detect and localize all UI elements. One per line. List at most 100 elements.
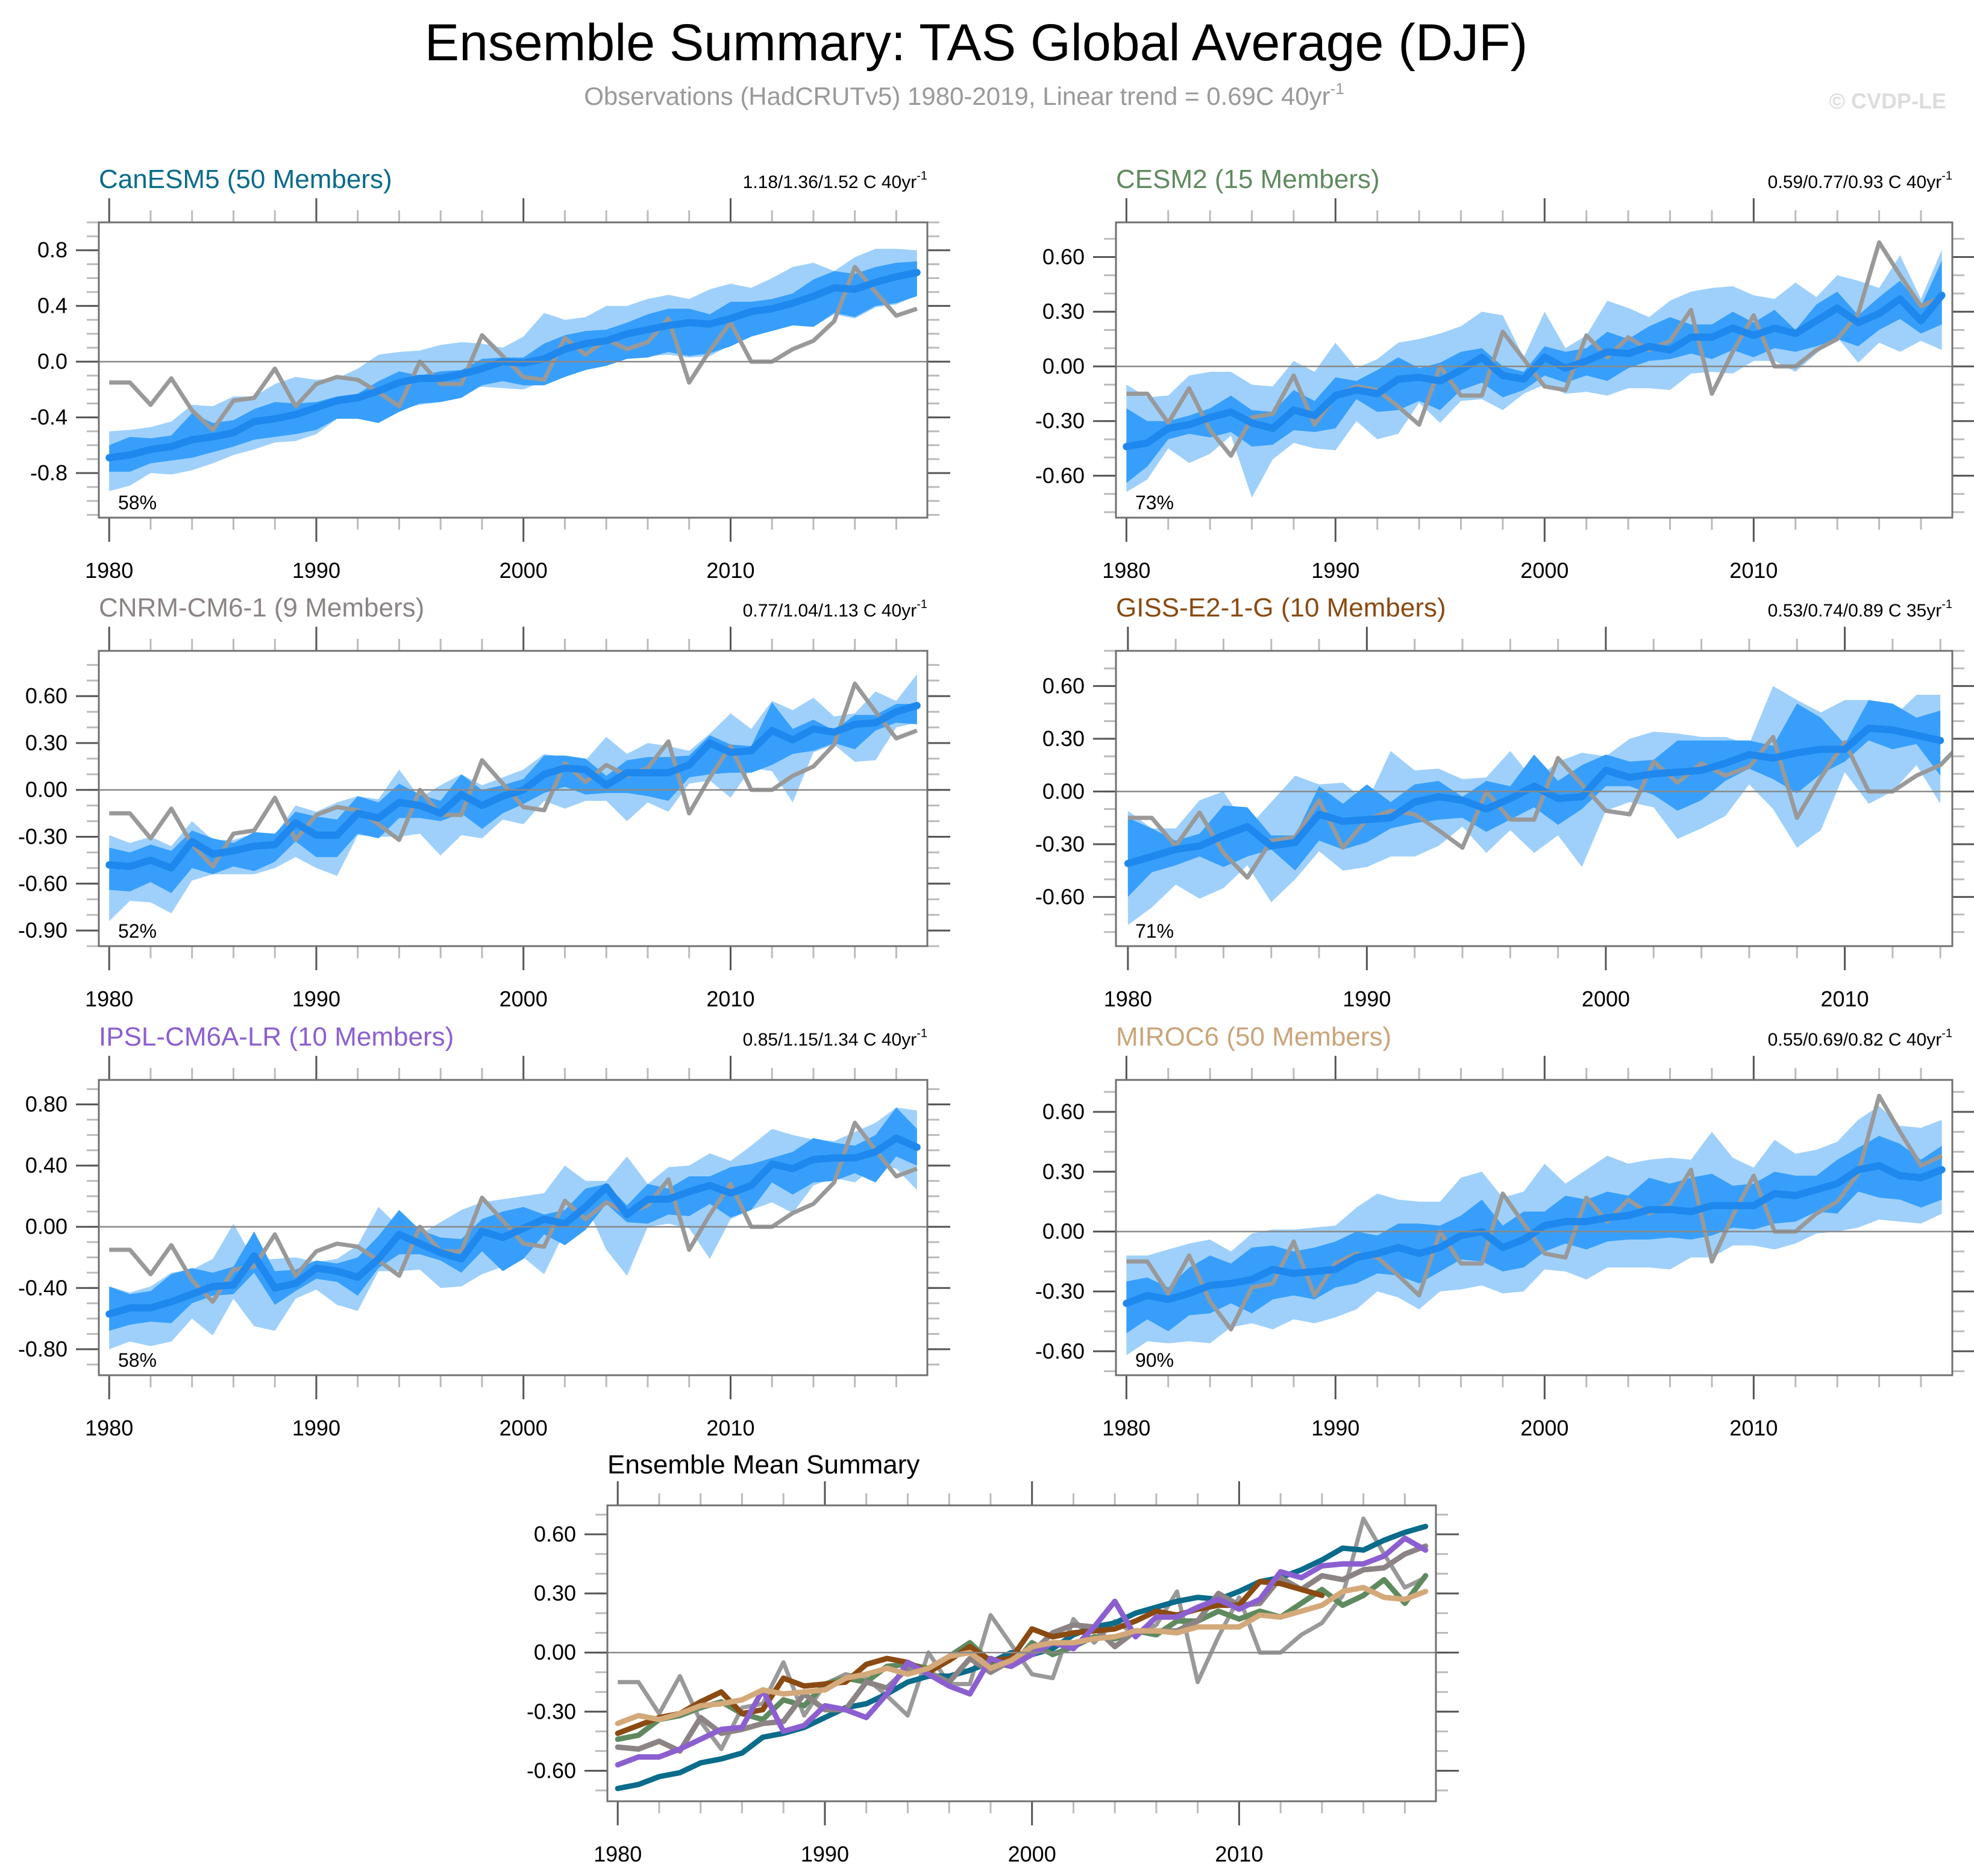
- x-tick-label: 2000: [1520, 1416, 1568, 1440]
- trend-text: 1.18/1.36/1.52 C 40yr: [743, 172, 917, 192]
- chart-panel-cesm2: CESM2 (15 Members) 0.59/0.77/0.93 C 40yr-…: [1035, 165, 1974, 583]
- y-tick-label: 0.00: [1042, 1219, 1085, 1244]
- y-tick-label: 0.00: [1042, 779, 1085, 803]
- trend-text: 0.77/1.04/1.13 C 40yr: [743, 601, 917, 621]
- subtitle-text: Observations (HadCRUTv5) 1980-2019, Line…: [584, 82, 1330, 110]
- panel-title: CNRM-CM6-1 (9 Members): [99, 593, 424, 623]
- y-tick-label: -0.30: [527, 1699, 576, 1724]
- y-tick-label: -0.30: [18, 824, 67, 849]
- plot-frame: [606, 1504, 1437, 1802]
- y-tick-label: 0.80: [25, 1092, 67, 1117]
- y-tick-label: -0.60: [1035, 884, 1085, 909]
- percentile-rank-label: 58%: [118, 1349, 157, 1371]
- trend-label: 0.59/0.77/0.93 C 40yr-1: [1768, 169, 1952, 192]
- chart-panel-ipsl-cm6a-lr: IPSL-CM6A-LR (10 Members) 0.85/1.15/1.34 …: [18, 1022, 950, 1440]
- percentile-rank-label: 71%: [1135, 920, 1174, 942]
- y-tick-label: 0.40: [25, 1153, 67, 1178]
- figure-subtitle: Observations (HadCRUTv5) 1980-2019, Line…: [584, 80, 1344, 110]
- plot-frame: [98, 650, 929, 947]
- x-tick-label: 2010: [1729, 1416, 1778, 1440]
- y-tick-label: -0.40: [18, 1275, 67, 1300]
- series-line-ipsl-cm6a-lr: [615, 1536, 1429, 1768]
- observations-line: [109, 265, 918, 432]
- x-tick-label: 1980: [1102, 558, 1150, 583]
- x-tick-label: 2010: [1215, 1842, 1263, 1866]
- trend-label: 1.18/1.36/1.52 C 40yr-1: [743, 169, 927, 192]
- x-tick-label: 2010: [1729, 558, 1778, 583]
- plot-area: [615, 1516, 1429, 1792]
- x-tick-label: 2010: [706, 1416, 754, 1440]
- y-tick-label: 0.60: [1042, 673, 1085, 698]
- x-tick-label: 2010: [1820, 987, 1869, 1011]
- plot-area: [1123, 1093, 1946, 1355]
- trend-text: 0.53/0.74/0.89 C 35yr: [1768, 601, 1942, 621]
- trend-text: 0.59/0.77/0.93 C 40yr: [1768, 172, 1942, 192]
- y-tick-label: -0.60: [1035, 1338, 1085, 1363]
- y-tick-label: 0.30: [1042, 299, 1085, 324]
- ensemble-mean-line: [105, 269, 921, 462]
- figure-title: Ensemble Summary: TAS Global Average (DJ…: [425, 14, 1528, 72]
- plot-area: [105, 1107, 921, 1349]
- x-tick-label: 1990: [801, 1842, 849, 1866]
- trend-superscript: -1: [1941, 598, 1952, 611]
- percentile-rank-label: 73%: [1135, 492, 1174, 513]
- panel-title: CanESM5 (50 Members): [99, 165, 392, 194]
- y-tick-label: -0.30: [1035, 832, 1085, 856]
- y-tick-label: 0.60: [534, 1522, 576, 1546]
- trend-text: 0.85/1.15/1.34 C 40yr: [743, 1030, 917, 1050]
- trend-label: 0.55/0.69/0.82 C 40yr-1: [1768, 1027, 1952, 1050]
- trend-superscript: -1: [916, 1027, 927, 1040]
- chart-panel-miroc6: MIROC6 (50 Members) 0.55/0.69/0.82 C 40yr…: [1035, 1022, 1974, 1440]
- ensemble-mean-line: [1123, 1162, 1946, 1307]
- x-tick-label: 2000: [500, 987, 548, 1011]
- plot-frame: [98, 221, 929, 519]
- x-tick-label: 2010: [706, 987, 754, 1011]
- trend-label: 0.85/1.15/1.34 C 40yr-1: [743, 1027, 927, 1050]
- trend-label: 0.53/0.74/0.89 C 35yr-1: [1768, 598, 1952, 621]
- x-tick-label: 1980: [1104, 987, 1152, 1011]
- x-tick-label: 2000: [500, 558, 548, 583]
- y-tick-label: 0.00: [25, 1214, 67, 1239]
- y-tick-label: -0.30: [1035, 1279, 1085, 1303]
- plot-frame: [98, 1079, 929, 1376]
- ensemble-mean-line: [105, 1134, 921, 1318]
- y-tick-label: -0.8: [30, 460, 67, 485]
- trend-superscript: -1: [916, 169, 927, 183]
- plot-frame: [1115, 650, 1954, 947]
- plot-frame: [1115, 221, 1954, 519]
- plot-area: [1124, 686, 1952, 925]
- ensemble-mean-line: [105, 701, 921, 872]
- trend-superscript: -1: [1941, 1027, 1952, 1040]
- x-tick-label: 1990: [1311, 1416, 1359, 1440]
- percentile-rank-label: 58%: [118, 492, 157, 513]
- x-tick-label: 1990: [292, 1416, 340, 1440]
- y-tick-label: -0.80: [18, 1337, 67, 1361]
- chart-panel-giss-e2-1-g: GISS-E2-1-G (10 Members) 0.53/0.74/0.89 C…: [1035, 593, 1974, 1011]
- percentile-rank-label: 52%: [118, 920, 157, 942]
- series-line-giss-e2-1-g: [615, 1579, 1325, 1736]
- panel-title: CESM2 (15 Members): [1116, 165, 1380, 194]
- chart-panel-cnrm-cm6-1: CNRM-CM6-1 (9 Members) 0.77/1.04/1.13 C 4…: [18, 593, 950, 1011]
- series-line-miroc6: [615, 1584, 1429, 1727]
- x-tick-label: 2000: [500, 1416, 548, 1440]
- y-tick-label: 0.60: [25, 683, 67, 708]
- percentile-rank-label: 90%: [1135, 1349, 1174, 1371]
- x-tick-label: 1980: [594, 1842, 642, 1866]
- y-tick-label: 0.30: [1042, 1159, 1085, 1184]
- y-tick-label: -0.90: [18, 918, 67, 943]
- x-tick-label: 1980: [85, 558, 133, 583]
- copyright-label: © CVDP-LE: [1829, 89, 1946, 113]
- panel-title: IPSL-CM6A-LR (10 Members): [99, 1022, 454, 1052]
- y-tick-label: 0.0: [37, 349, 67, 374]
- y-tick-label: -0.60: [1035, 463, 1085, 488]
- y-tick-label: 0.30: [1042, 726, 1085, 751]
- ensemble-mean-line: [1123, 291, 1946, 451]
- x-tick-label: 1980: [85, 987, 133, 1011]
- y-tick-label: 0.00: [534, 1640, 576, 1664]
- trend-text: 0.55/0.69/0.82 C 40yr: [1768, 1030, 1942, 1050]
- subtitle-superscript: -1: [1330, 80, 1344, 98]
- plot-area: [105, 248, 921, 492]
- y-tick-label: -0.30: [1035, 409, 1085, 433]
- y-tick-label: 0.30: [25, 730, 67, 755]
- x-tick-label: 1990: [292, 558, 340, 583]
